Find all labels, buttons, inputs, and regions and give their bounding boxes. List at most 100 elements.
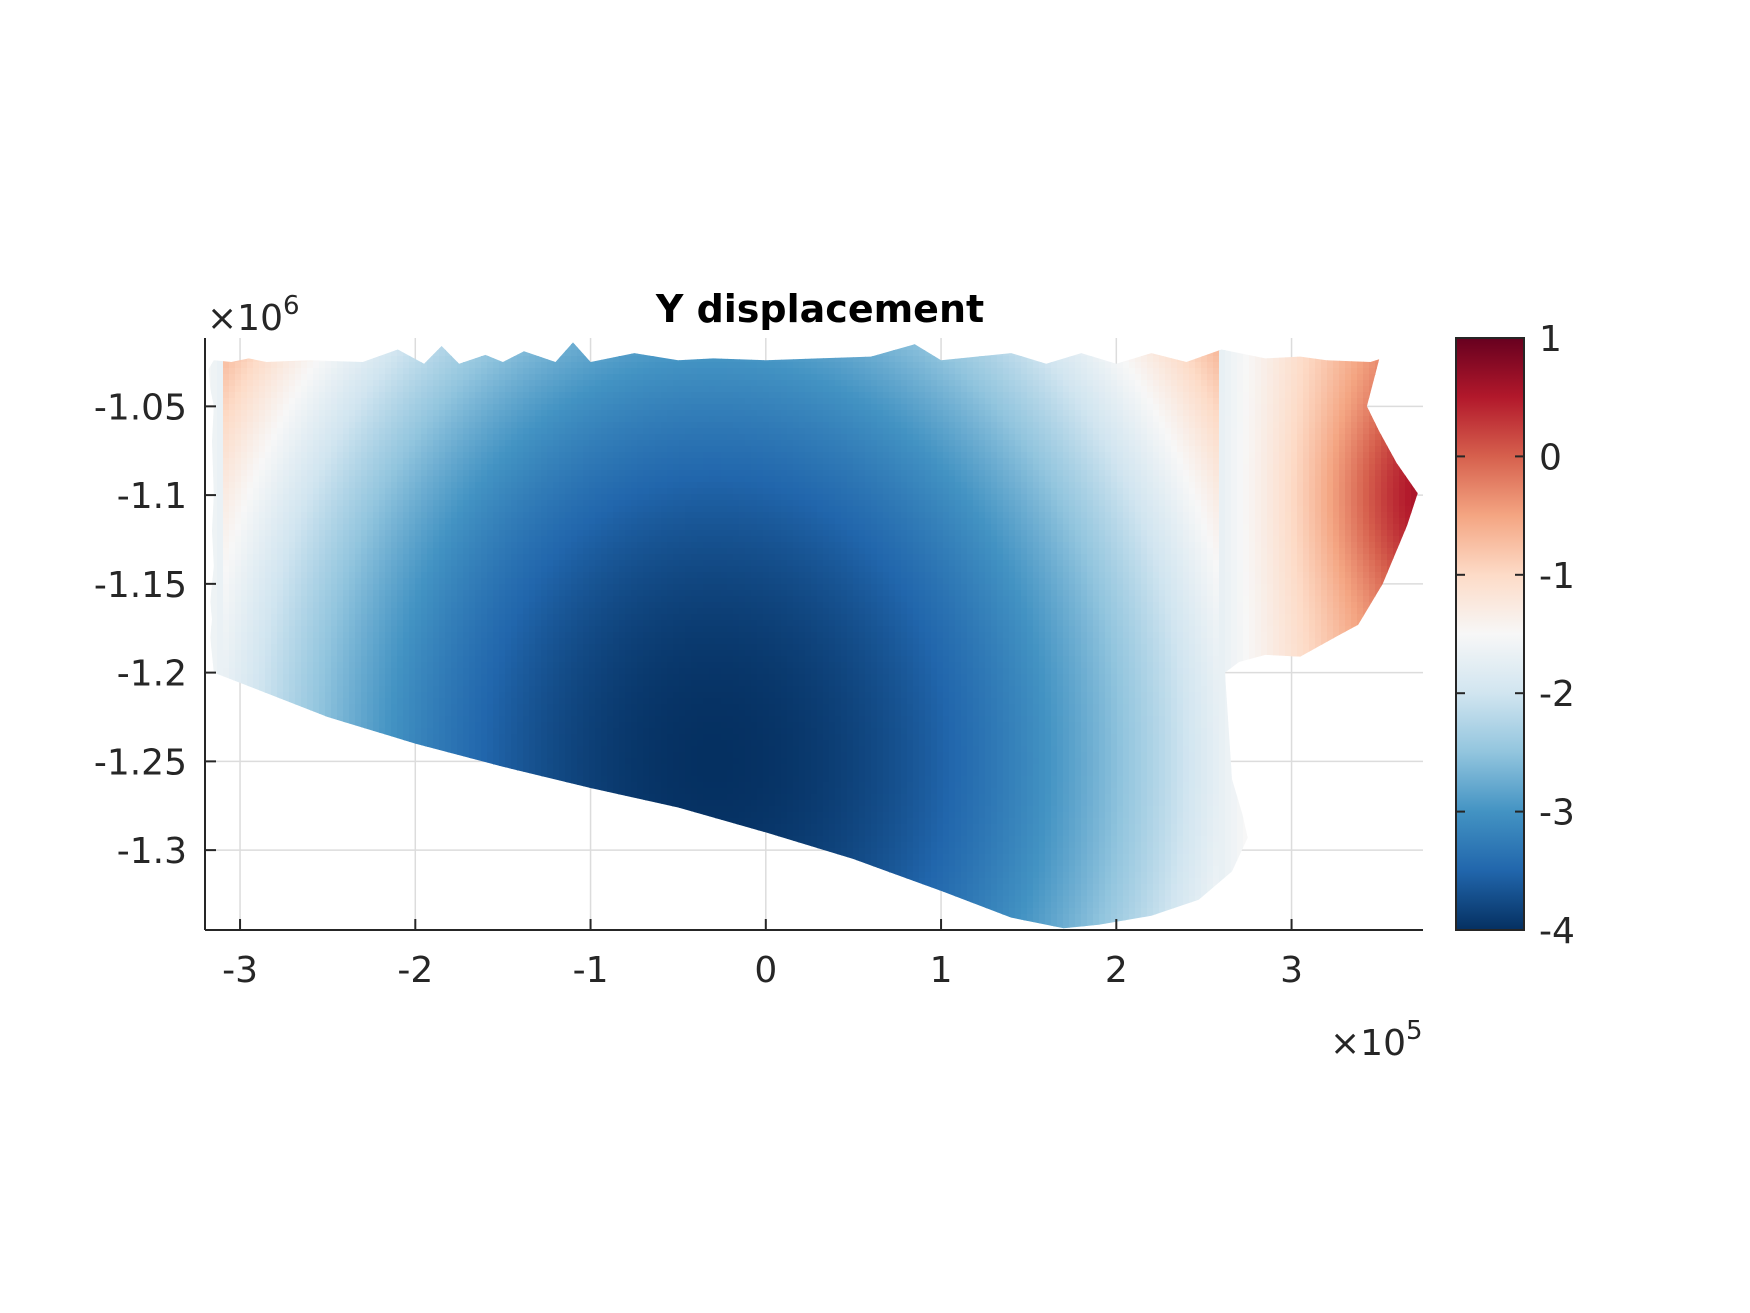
- field-cell: [439, 398, 446, 405]
- field-cell: [259, 728, 266, 735]
- field-cell: [241, 416, 248, 423]
- field-cell: [277, 668, 284, 675]
- field-cell: [313, 854, 320, 861]
- field-cell: [289, 638, 296, 645]
- field-cell: [211, 434, 218, 441]
- field-cell: [379, 698, 386, 705]
- field-cell: [325, 524, 332, 531]
- field-cell: [385, 896, 392, 903]
- field-cell: [289, 602, 296, 609]
- field-cell: [499, 920, 506, 927]
- field-cell: [343, 542, 350, 549]
- field-cell: [445, 560, 452, 567]
- field-cell: [427, 374, 434, 381]
- field-cell: [271, 788, 278, 795]
- field-cell: [427, 734, 434, 741]
- field-cell: [241, 542, 248, 549]
- field-cell: [283, 596, 290, 603]
- field-cell: [361, 680, 368, 687]
- field-cell: [481, 440, 488, 447]
- field-cell: [301, 824, 308, 831]
- field-cell: [277, 626, 284, 633]
- field-cell: [475, 770, 482, 777]
- field-cell: [277, 464, 284, 471]
- field-cell: [427, 914, 434, 921]
- field-cell: [277, 614, 284, 621]
- field-cell: [463, 536, 470, 543]
- field-cell: [391, 428, 398, 435]
- field-cell: [247, 734, 254, 741]
- field-cell: [445, 722, 452, 729]
- field-cell: [493, 416, 500, 423]
- field-cell: [445, 650, 452, 657]
- field-cell: [331, 920, 338, 927]
- field-cell: [391, 500, 398, 507]
- field-cell: [397, 854, 404, 861]
- field-cell: [289, 530, 296, 537]
- field-cell: [379, 476, 386, 483]
- field-cell: [367, 530, 374, 537]
- field-cell: [271, 920, 278, 927]
- field-cell: [247, 356, 254, 363]
- field-cell: [379, 746, 386, 753]
- field-cell: [295, 488, 302, 495]
- field-cell: [355, 614, 362, 621]
- field-cell: [217, 500, 224, 507]
- field-cell: [307, 860, 314, 867]
- field-cell: [445, 614, 452, 621]
- field-cell: [379, 902, 386, 909]
- field-cell: [433, 788, 440, 795]
- field-cell: [265, 824, 272, 831]
- field-cell: [391, 506, 398, 513]
- field-cell: [409, 560, 416, 567]
- field-cell: [343, 854, 350, 861]
- field-cell: [463, 476, 470, 483]
- field-cell: [319, 662, 326, 669]
- field-cell: [331, 422, 338, 429]
- field-cell: [223, 512, 230, 519]
- field-cell: [439, 572, 446, 579]
- field-cell: [481, 416, 488, 423]
- field-cell: [427, 890, 434, 897]
- field-cell: [229, 482, 236, 489]
- field-cell: [343, 500, 350, 507]
- field-cell: [313, 342, 320, 345]
- field-cell: [427, 614, 434, 621]
- field-cell: [325, 458, 332, 465]
- field-cell: [493, 410, 500, 417]
- field-cell: [403, 446, 410, 453]
- field-cell: [385, 890, 392, 897]
- field-cell: [469, 398, 476, 405]
- field-cell: [391, 656, 398, 663]
- field-cell: [469, 614, 476, 621]
- field-cell: [487, 716, 494, 723]
- field-cell: [397, 470, 404, 477]
- field-cell: [301, 422, 308, 429]
- field-cell: [409, 692, 416, 699]
- field-cell: [265, 668, 272, 675]
- field-cell: [313, 650, 320, 657]
- field-cell: [283, 782, 290, 789]
- field-cell: [487, 884, 494, 891]
- field-cell: [415, 662, 422, 669]
- field-cell: [307, 530, 314, 537]
- field-cell: [223, 608, 230, 615]
- field-cell: [331, 770, 338, 777]
- field-cell: [379, 896, 386, 903]
- field-cell: [421, 554, 428, 561]
- field-cell: [301, 674, 308, 681]
- field-cell: [391, 728, 398, 735]
- field-cell: [427, 848, 434, 855]
- field-cell: [481, 746, 488, 753]
- field-cell: [211, 362, 218, 369]
- field-cell: [487, 530, 494, 537]
- field-cell: [277, 764, 284, 771]
- field-cell: [319, 638, 326, 645]
- field-cell: [349, 404, 356, 411]
- field-cell: [439, 692, 446, 699]
- field-cell: [373, 440, 380, 447]
- field-cell: [403, 656, 410, 663]
- field-cell: [241, 788, 248, 795]
- field-cell: [223, 422, 230, 429]
- field-cell: [229, 422, 236, 429]
